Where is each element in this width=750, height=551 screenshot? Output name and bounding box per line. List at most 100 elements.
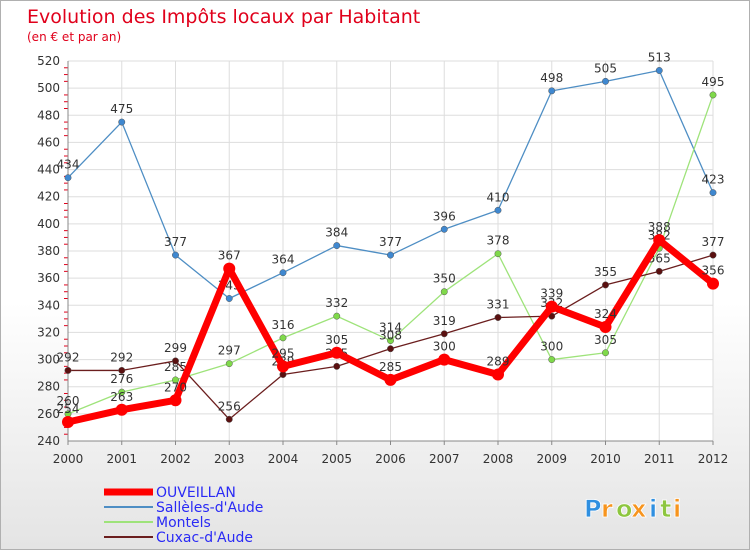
data-label-salleles-d-aude-2011: 513 (648, 51, 671, 65)
data-label-montels-2008: 378 (487, 234, 510, 248)
data-label-ouveillan-2012: 356 (702, 264, 725, 278)
x-tick-label-2003: 2003 (214, 452, 245, 466)
data-label-salleles-d-aude-2010: 505 (594, 61, 617, 75)
data-label-montels-2004: 316 (272, 318, 295, 332)
y-tick-label-420: 420 (37, 190, 60, 204)
legend-label-ouveillan: OUVEILLAN (156, 485, 236, 501)
data-label-salleles-d-aude-2008: 410 (487, 190, 510, 204)
point-cuxac-d-aude-2010 (602, 281, 609, 289)
point-salleles-d-aude-2000 (64, 174, 72, 182)
point-salleles-d-aude-2007 (440, 225, 448, 233)
point-ouveillan-2009 (545, 300, 558, 313)
point-ouveillan-2002 (169, 394, 182, 407)
y-tick-label-300: 300 (37, 353, 60, 367)
point-cuxac-d-aude-2003 (225, 415, 233, 423)
chart-subtitle: (en € et par an) (27, 30, 121, 44)
point-cuxac-d-aude-2000 (64, 366, 72, 374)
logo-letter: t (660, 495, 671, 523)
point-ouveillan-2012 (707, 277, 719, 290)
data-label-ouveillan-2008: 289 (487, 355, 510, 369)
data-label-montels-2001: 276 (110, 372, 133, 386)
x-tick-label-2001: 2001 (106, 452, 137, 466)
point-cuxac-d-aude-2012 (709, 251, 717, 259)
chart-title: Evolution des Impôts locaux par Habitant (27, 6, 420, 28)
y-tick-label-240: 240 (37, 434, 60, 448)
data-label-ouveillan-2011: 388 (648, 220, 671, 234)
data-label-ouveillan-2006: 285 (379, 360, 402, 374)
point-salleles-d-aude-2011 (655, 67, 663, 74)
point-salleles-d-aude-2002 (172, 251, 179, 259)
data-label-salleles-d-aude-2009: 498 (540, 71, 563, 85)
y-tick-label-340: 340 (37, 298, 60, 312)
point-cuxac-d-aude-2001 (118, 366, 126, 374)
point-montels-2004 (279, 334, 287, 342)
data-label-montels-2009: 300 (540, 340, 563, 354)
point-cuxac-d-aude-2005 (333, 362, 341, 370)
point-montels-2007 (440, 288, 448, 296)
data-label-ouveillan-2007: 300 (433, 340, 456, 354)
data-label-salleles-d-aude-2001: 475 (110, 102, 133, 116)
x-tick-label-2010: 2010 (590, 452, 621, 466)
point-salleles-d-aude-2008 (494, 206, 502, 214)
point-ouveillan-2003 (223, 262, 236, 275)
data-label-montels-2003: 297 (218, 344, 241, 358)
point-montels-2008 (494, 250, 502, 258)
point-salleles-d-aude-2012 (709, 189, 717, 197)
data-label-cuxac-d-aude-2003: 256 (218, 399, 241, 413)
x-tick-label-2000: 2000 (53, 452, 84, 466)
point-salleles-d-aude-2005 (333, 242, 341, 250)
data-label-montels-2002: 285 (164, 360, 187, 374)
data-label-ouveillan-2004: 295 (272, 346, 295, 360)
y-tick-label-360: 360 (37, 271, 60, 285)
x-tick-label-2012: 2012 (698, 452, 729, 466)
logo-letter: o (616, 495, 633, 523)
y-tick-label-500: 500 (37, 81, 60, 95)
point-ouveillan-2010 (599, 321, 612, 333)
x-tick-label-2006: 2006 (375, 452, 406, 466)
data-label-salleles-d-aude-2005: 384 (325, 226, 348, 240)
point-ouveillan-2007 (438, 353, 451, 366)
series-cuxac-d-aude: 292292299256289295308319331332355365377 (57, 235, 724, 423)
y-tick-label-260: 260 (37, 407, 60, 421)
data-label-cuxac-d-aude-2001: 292 (110, 350, 133, 364)
x-tick-label-2002: 2002 (160, 452, 191, 466)
data-label-montels-2005: 332 (325, 296, 348, 310)
point-cuxac-d-aude-2006 (387, 345, 394, 353)
y-tick-label-280: 280 (37, 380, 60, 394)
x-tick-label-2009: 2009 (536, 452, 567, 466)
y-tick-label-460: 460 (37, 135, 60, 149)
logo-letter: P (584, 495, 602, 523)
y-tick-label-320: 320 (37, 325, 60, 339)
point-montels-2005 (333, 312, 341, 320)
x-tick-label-2008: 2008 (483, 452, 514, 466)
data-label-montels-2010: 305 (594, 333, 617, 347)
point-salleles-d-aude-2004 (279, 269, 287, 277)
point-ouveillan-2001 (115, 403, 128, 416)
data-label-ouveillan-2002: 270 (164, 380, 187, 394)
data-label-montels-2012: 495 (702, 75, 725, 89)
logo-letter: r (601, 495, 613, 523)
y-tick-label-380: 380 (37, 244, 60, 258)
data-label-ouveillan-2000: 254 (57, 402, 80, 416)
data-label-montels-2000: 260 (57, 394, 80, 408)
series-ouveillan: 254 263 270 367 295 305 285 300 289 339 324 388 356 (57, 220, 725, 428)
data-label-ouveillan-2010: 324 (594, 307, 617, 321)
data-label-montels-2007: 350 (433, 272, 456, 286)
point-salleles-d-aude-2010 (602, 77, 609, 85)
logo-letter: x (631, 495, 647, 523)
data-label-salleles-d-aude-2004: 364 (272, 253, 295, 267)
point-salleles-d-aude-2009 (548, 87, 556, 95)
data-label-cuxac-d-aude-2010: 355 (594, 265, 617, 279)
data-label-cuxac-d-aude-2006: 308 (379, 329, 402, 343)
data-label-cuxac-d-aude-2000: 292 (57, 350, 80, 364)
y-tick-label-400: 400 (37, 217, 60, 231)
point-cuxac-d-aude-2011 (655, 267, 663, 275)
y-tick-label-480: 480 (37, 108, 60, 122)
point-salleles-d-aude-2001 (118, 118, 126, 126)
data-label-salleles-d-aude-2000: 434 (57, 158, 80, 172)
x-tick-label-2004: 2004 (268, 452, 299, 466)
data-label-salleles-d-aude-2006: 377 (379, 235, 402, 249)
